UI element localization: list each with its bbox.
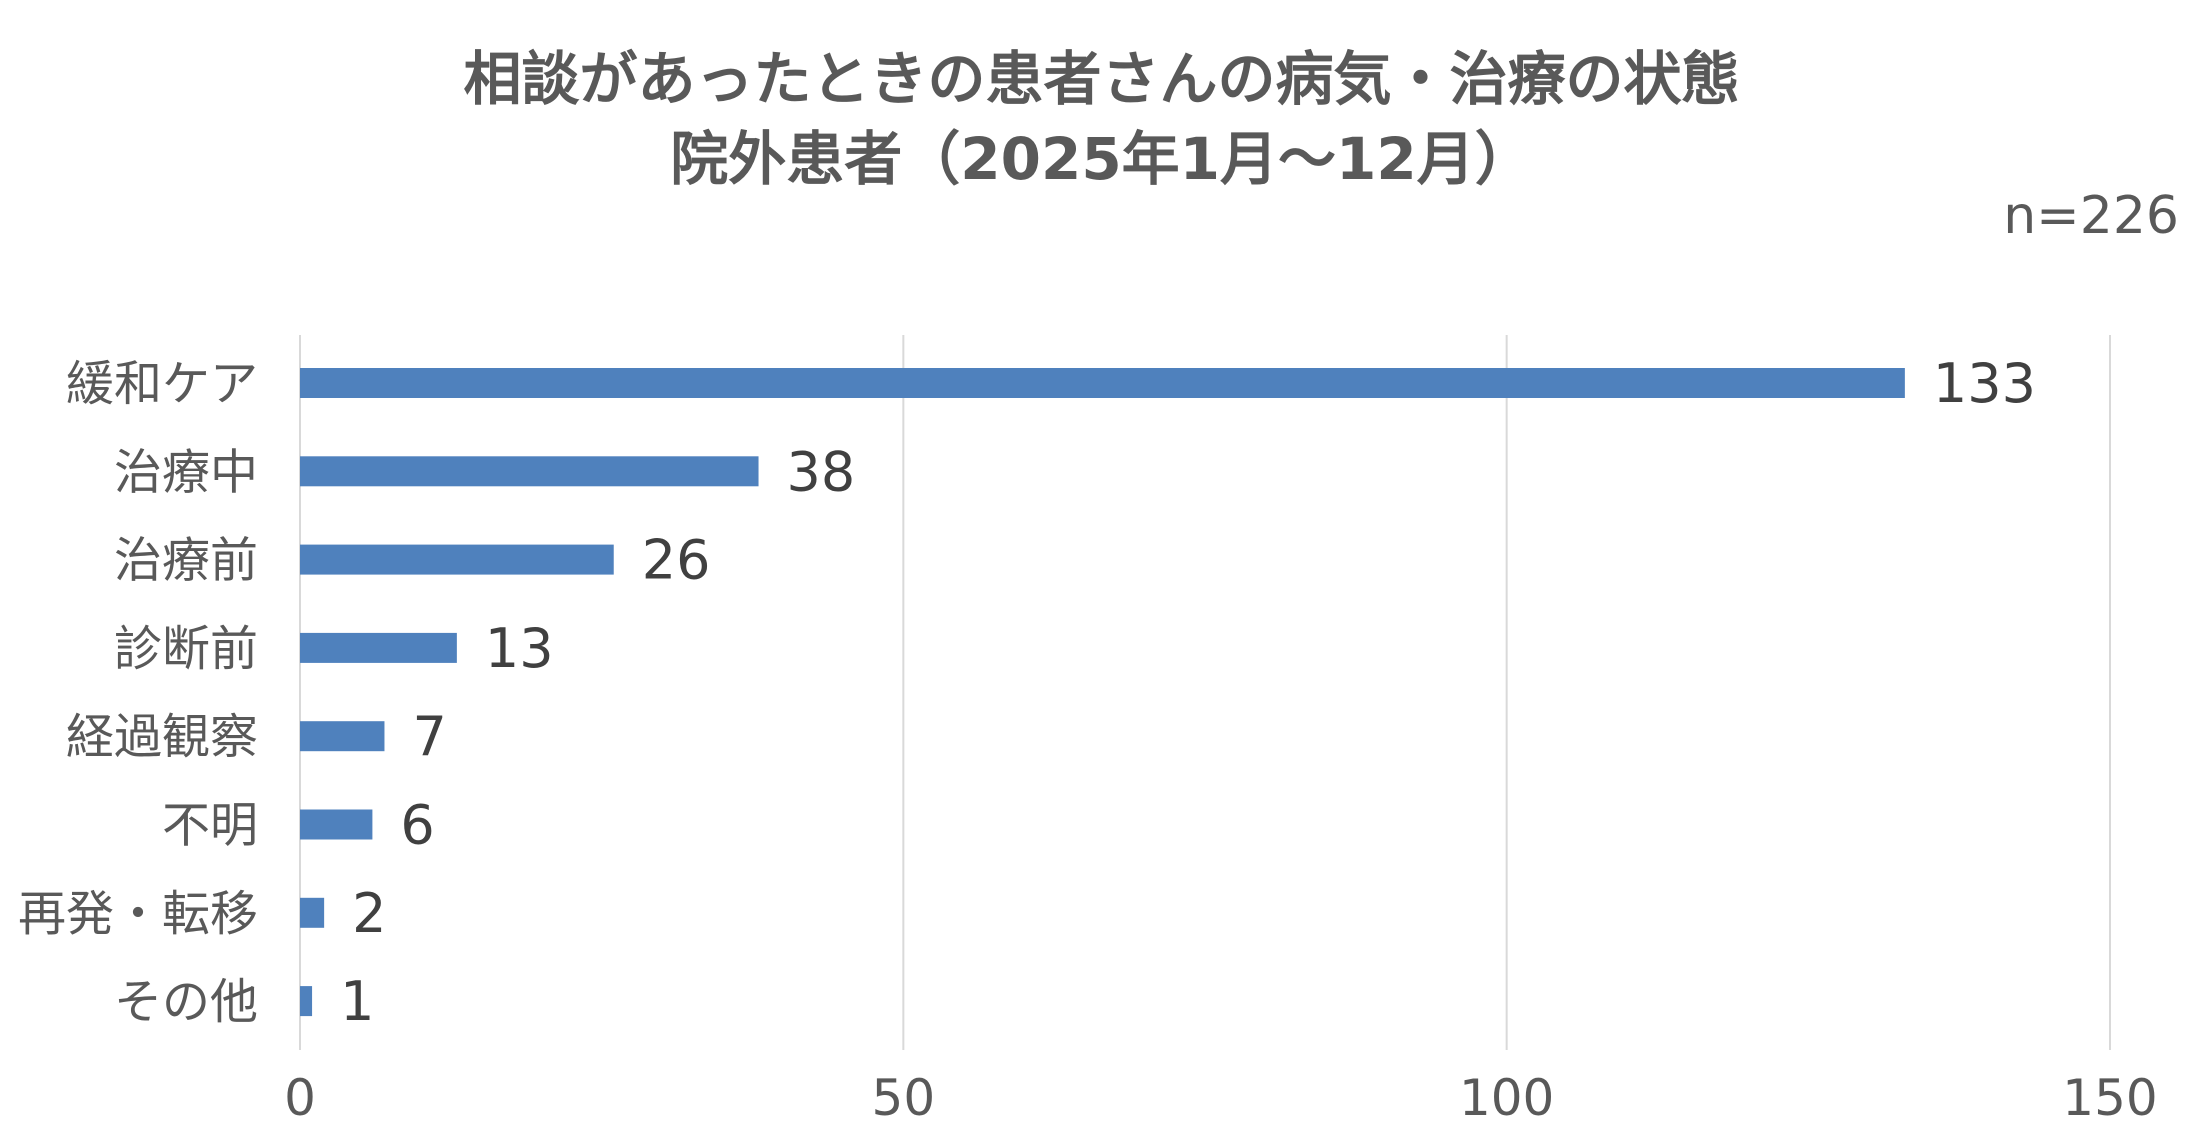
x-tick-label: 100	[1459, 1069, 1554, 1127]
category-label: 経過観察	[66, 709, 258, 765]
data-label: 26	[642, 529, 711, 592]
x-tick-label: 150	[2062, 1069, 2157, 1127]
data-label: 38	[787, 440, 856, 503]
bar	[300, 544, 614, 575]
x-tick-labels: 0 50 100 150	[284, 1069, 2158, 1127]
sample-size-label: n=226	[2003, 186, 2179, 246]
category-label: 治療前	[114, 533, 258, 589]
chart-subtitle: 院外患者（2025年1月～12月）	[670, 125, 1533, 193]
bar	[300, 632, 457, 663]
data-label: 2	[352, 882, 386, 945]
x-tick-label: 0	[284, 1069, 316, 1127]
category-label: 不明	[162, 798, 258, 854]
category-label: その他	[114, 974, 258, 1030]
bar	[300, 721, 385, 752]
bars	[300, 368, 1905, 1017]
bar	[300, 456, 759, 487]
bar	[300, 986, 313, 1017]
data-labels: 133 38 26 13 7 62 1	[340, 352, 2036, 1033]
bar	[300, 809, 373, 840]
data-label: 6	[400, 794, 434, 857]
data-label: 133	[1933, 352, 2036, 415]
bar	[300, 897, 325, 928]
data-label: 1	[340, 970, 374, 1033]
category-label: 緩和ケア	[66, 356, 258, 412]
data-label: 13	[485, 617, 554, 680]
data-label: 7	[412, 705, 446, 768]
chart-title: 相談があったときの患者さんの病気・治療の状態	[463, 45, 1740, 113]
category-label: 再発・転移	[18, 886, 258, 942]
bar	[300, 368, 1905, 398]
x-tick-label: 50	[872, 1069, 936, 1127]
category-label: 診断前	[114, 621, 258, 677]
category-label: 治療中	[114, 444, 258, 500]
gridlines	[299, 335, 2111, 1050]
